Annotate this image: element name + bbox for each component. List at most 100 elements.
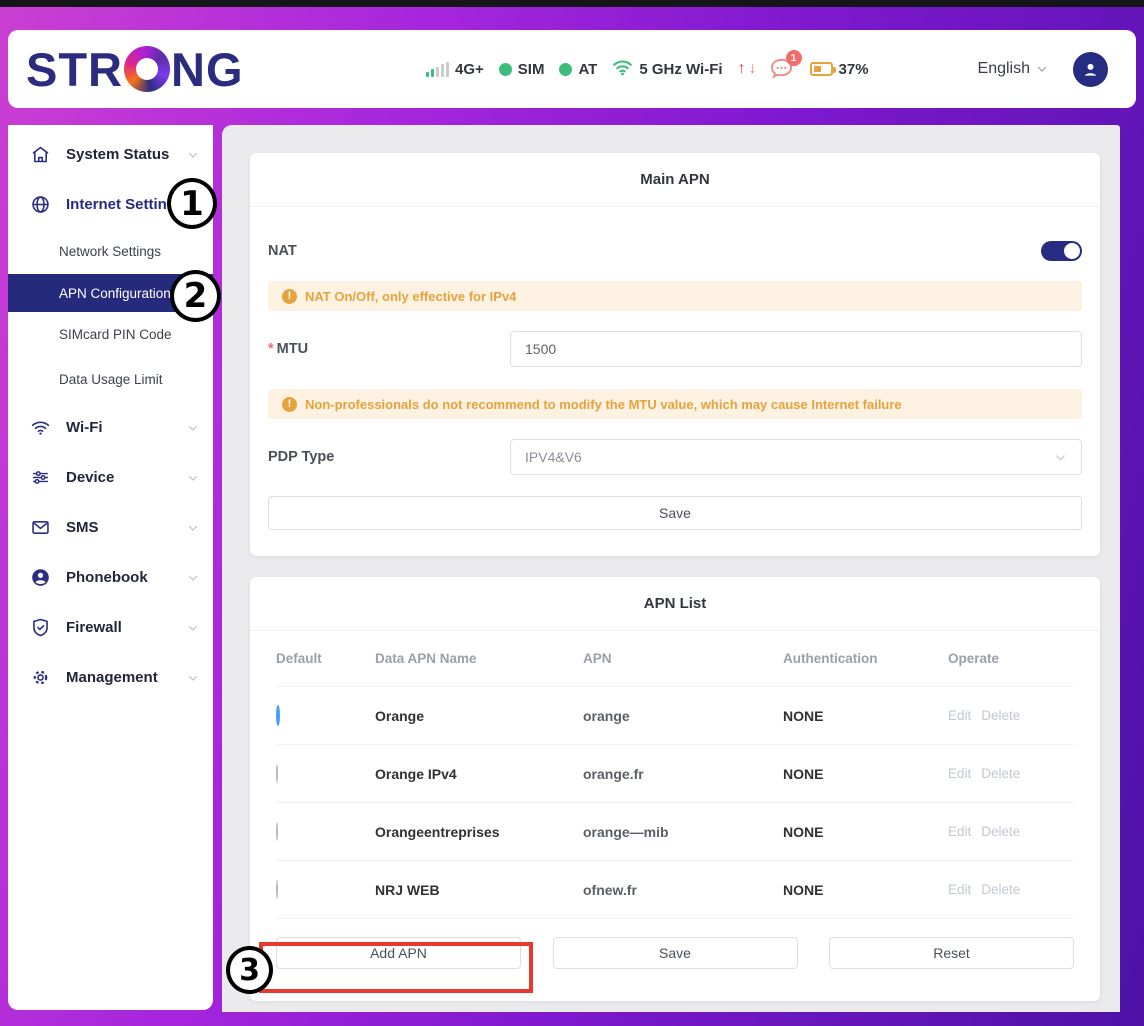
warning-icon: ! — [282, 288, 297, 304]
sidebar-item-data-usage-limit[interactable]: Data Usage Limit — [8, 357, 213, 402]
wifi-status: 5 GHz Wi-Fi — [612, 58, 723, 80]
delete-link[interactable]: Delete — [981, 708, 1021, 723]
sidebar-item-device[interactable]: Device — [8, 452, 213, 502]
wifi-icon — [612, 58, 633, 80]
chevron-down-icon — [187, 521, 199, 533]
sub-item-label: APN Configuration — [59, 285, 171, 301]
annotation-highlight-rect — [259, 942, 533, 993]
chevron-down-icon — [187, 571, 199, 583]
annotation-step-2: 2 — [170, 270, 221, 322]
apn-list-reset-button[interactable]: Reset — [829, 937, 1074, 969]
sub-item-label: Network Settings — [59, 244, 162, 259]
logo-text-ng: NG — [171, 42, 244, 96]
nat-label: NAT — [268, 243, 297, 259]
home-icon — [30, 144, 51, 165]
default-radio[interactable] — [276, 763, 278, 783]
chevron-down-icon — [187, 148, 199, 160]
main-apn-title: Main APN — [250, 153, 1100, 207]
user-avatar[interactable] — [1073, 52, 1108, 87]
sliders-icon — [30, 467, 51, 488]
col-apn: APN — [583, 651, 612, 666]
apn-name: Orange — [375, 707, 425, 724]
main-apn-save-button[interactable]: Save — [268, 496, 1082, 530]
apn-name: Orangeentreprises — [375, 823, 500, 840]
network-type-label: 4G+ — [455, 60, 484, 78]
default-radio[interactable] — [276, 821, 278, 841]
language-selector[interactable]: English — [978, 30, 1048, 108]
nat-warning-text: NAT On/Off, only effective for IPv4 — [305, 288, 517, 304]
chevron-down-icon — [1056, 454, 1065, 461]
col-name: Data APN Name — [375, 651, 477, 666]
sidebar-item-label: Device — [66, 468, 115, 486]
sidebar-item-internet-settings[interactable]: Internet Settings — [8, 179, 213, 229]
sidebar-item-simcard-pin-code[interactable]: SIMcard PIN Code — [8, 312, 213, 357]
sidebar-item-label: Firewall — [66, 618, 122, 636]
sidebar-item-wifi[interactable]: Wi-Fi — [8, 402, 213, 452]
delete-link[interactable]: Delete — [981, 882, 1021, 897]
edit-link[interactable]: Edit — [948, 824, 972, 839]
nat-row: NAT — [268, 231, 1082, 271]
annotation-step-1: 1 — [167, 178, 217, 229]
envelope-icon — [30, 517, 51, 538]
sub-item-label: SIMcard PIN Code — [59, 327, 172, 342]
top-black-bar — [0, 0, 1144, 7]
sidebar-item-label: Management — [66, 668, 158, 686]
sim-status-dot-icon — [498, 62, 512, 76]
wifi-band-label: 5 GHz Wi-Fi — [639, 60, 723, 78]
apn-name: NRJ WEB — [375, 881, 440, 898]
chevron-down-icon — [1037, 66, 1047, 72]
pdp-label: PDP Type — [268, 449, 335, 465]
table-row: NRJ WEB ofnew.fr NONE Edit Delete — [276, 861, 1074, 919]
apn-name: Orange IPv4 — [375, 765, 457, 782]
sidebar-item-network-settings[interactable]: Network Settings — [8, 229, 213, 274]
sidebar-item-firewall[interactable]: Firewall — [8, 602, 213, 652]
annotation-step-3: 3 — [226, 946, 273, 994]
sub-item-label: Data Usage Limit — [59, 372, 163, 387]
sidebar-item-label: Phonebook — [66, 568, 148, 586]
apn-auth: NONE — [783, 707, 824, 724]
header-bar: STR NG 4G+ SIM AT — [8, 30, 1136, 108]
nat-toggle[interactable] — [1041, 241, 1082, 261]
apn-list-save-button[interactable]: Save — [552, 937, 798, 969]
delete-link[interactable]: Delete — [981, 766, 1021, 781]
mtu-warning-text: Non-professionals do not recommend to mo… — [305, 396, 902, 412]
status-cluster: 4G+ SIM AT 5 GHz Wi-Fi — [426, 30, 869, 108]
mtu-row: * MTU — [268, 331, 1082, 367]
chevron-down-icon — [187, 421, 199, 433]
edit-link[interactable]: Edit — [948, 766, 972, 781]
sidebar-item-sms[interactable]: SMS — [8, 502, 213, 552]
main-content: Main APN NAT ! NAT On/Off, only effectiv… — [222, 125, 1120, 1012]
gear-icon — [30, 667, 51, 688]
sidebar-item-system-status[interactable]: System Status — [8, 129, 213, 179]
signal-status: 4G+ — [426, 61, 484, 78]
mtu-input[interactable] — [510, 331, 1082, 367]
mtu-warning-banner: ! Non-professionals do not recommend to … — [268, 389, 1082, 419]
battery-icon — [809, 62, 836, 76]
sidebar-item-management[interactable]: Management — [8, 652, 213, 702]
messages-indicator[interactable]: 1 — [769, 50, 802, 81]
globe-icon — [30, 194, 51, 215]
at-status-dot-icon — [559, 62, 573, 76]
apn-auth: NONE — [783, 881, 824, 898]
logo-text-str: STR — [26, 42, 123, 96]
delete-link[interactable]: Delete — [981, 824, 1021, 839]
chat-bubble-icon — [770, 58, 792, 79]
sim-status: SIM — [498, 61, 544, 78]
default-radio[interactable] — [276, 879, 278, 899]
battery-percent-label: 37% — [838, 60, 869, 78]
pdp-type-select[interactable]: IPV4&V6 — [510, 439, 1082, 475]
sidebar-item-label: Wi-Fi — [66, 418, 103, 436]
sidebar-item-label: Internet Settings — [66, 195, 185, 213]
apn-table: Default Data APN Name APN Authentication… — [250, 631, 1100, 919]
sidebar-nav: System Status Internet Settings Network … — [8, 125, 213, 1010]
edit-link[interactable]: Edit — [948, 708, 972, 723]
default-radio[interactable] — [276, 704, 280, 726]
warning-icon: ! — [282, 396, 297, 412]
pdp-row: PDP Type IPV4&V6 — [268, 439, 1082, 475]
table-row: Orange orange NONE Edit Delete — [276, 687, 1074, 745]
col-default: Default — [276, 651, 322, 666]
edit-link[interactable]: Edit — [948, 882, 972, 897]
sidebar-item-phonebook[interactable]: Phonebook — [8, 552, 213, 602]
shield-check-icon — [30, 617, 51, 638]
